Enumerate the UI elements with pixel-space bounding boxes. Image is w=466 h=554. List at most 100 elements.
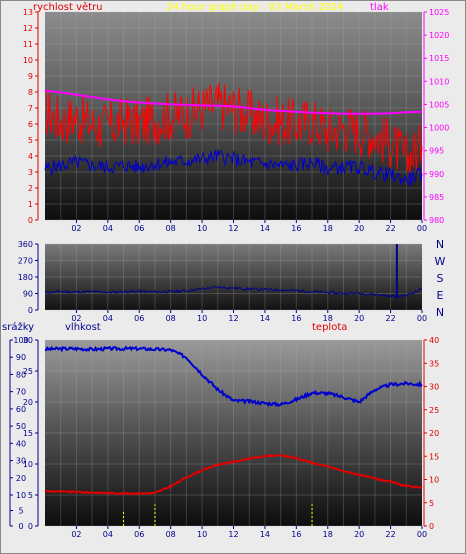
wind-speed-tick-label: 12 xyxy=(23,24,33,33)
wind-speed-axis-title: rychlost větru xyxy=(33,1,103,13)
wind-direction-tick-label: 180 xyxy=(18,273,33,282)
compass-west: W xyxy=(435,255,446,268)
x-tick-label: 20 xyxy=(354,224,364,233)
compass-labels: N W S E N xyxy=(435,238,446,319)
x-tick-label: 16 xyxy=(291,224,301,233)
precipitation-tick-label: 90 xyxy=(16,353,26,362)
wind-direction-tick-label: 270 xyxy=(18,257,33,266)
compass-south: S xyxy=(437,272,444,285)
wind-speed-tick-label: 4 xyxy=(28,152,33,161)
x-tick-label: 10 xyxy=(197,530,207,539)
pressure-series xyxy=(44,89,423,115)
precipitation-tick-label: 80 xyxy=(16,370,26,379)
x-tick-label: 02 xyxy=(71,314,81,323)
temperature-tick-label: 15 xyxy=(429,452,439,461)
wind-speed-tick-label: 7 xyxy=(28,104,33,113)
pressure-tick-label: 1020 xyxy=(429,31,449,40)
humidity-tick-label: 20 xyxy=(23,398,33,407)
x-tick-label: 00 xyxy=(417,224,427,233)
x-tick-label: 00 xyxy=(417,530,427,539)
wind-speed-tick-label: 3 xyxy=(28,168,33,177)
pressure-tick-label: 995 xyxy=(429,147,444,156)
precipitation-tick-label: 60 xyxy=(16,405,26,414)
temp-humidity-plot-area xyxy=(45,340,422,526)
x-tick-label: 06 xyxy=(134,530,144,539)
x-tick-label: 14 xyxy=(260,314,270,323)
humidity-series xyxy=(44,345,423,408)
wind-gust-series xyxy=(44,82,423,182)
x-tick-label: 14 xyxy=(260,224,270,233)
x-tick-label: 02 xyxy=(71,224,81,233)
humidity-tick-label: 15 xyxy=(23,429,33,438)
x-tick-label: 14 xyxy=(260,530,270,539)
wind-speed-tick-label: 8 xyxy=(28,88,33,97)
x-tick-label: 12 xyxy=(228,530,238,539)
x-tick-label: 08 xyxy=(166,224,176,233)
wind-average-series xyxy=(44,149,423,187)
precipitation-tick-label: 20 xyxy=(16,474,26,483)
x-tick-label: 08 xyxy=(166,314,176,323)
compass-north: N xyxy=(436,238,444,251)
wind-speed-tick-label: 5 xyxy=(28,136,33,145)
humidity-tick-label: 0 xyxy=(28,522,33,531)
precipitation-tick-label: 70 xyxy=(16,388,26,397)
temperature-tick-label: 40 xyxy=(429,336,439,345)
wind-speed-tick-label: 0 xyxy=(28,216,33,225)
temperature-tick-label: 25 xyxy=(429,406,439,415)
x-tick-label: 04 xyxy=(103,314,113,323)
precipitation-tick-label: 30 xyxy=(16,457,26,466)
x-tick-label: 20 xyxy=(354,314,364,323)
x-tick-label: 10 xyxy=(197,224,207,233)
temperature-tick-label: 0 xyxy=(429,522,434,531)
wind-pressure-panel: 02 04 06 08 10 12 14 16 18 20 22 000123456789101112… xyxy=(23,8,450,233)
pressure-axis-title: tlak xyxy=(370,2,389,13)
pressure-tick-label: 990 xyxy=(429,170,444,179)
pressure-tick-label: 1025 xyxy=(429,8,449,17)
precipitation-tick-label: 10 xyxy=(16,491,26,500)
pressure-tick-label: 1015 xyxy=(429,54,449,63)
x-tick-label: 12 xyxy=(228,314,238,323)
wind-speed-tick-label: 9 xyxy=(28,72,33,81)
humidity-tick-label: 25 xyxy=(23,367,33,376)
compass-east: E xyxy=(437,289,444,302)
wind-speed-tick-label: 10 xyxy=(23,56,33,65)
precipitation-tick-label: 50 xyxy=(16,422,26,431)
x-tick-label: 16 xyxy=(291,314,301,323)
precipitation-tick-label: 100 xyxy=(13,336,28,345)
wind-direction-series xyxy=(44,285,423,299)
wind-speed-tick-label: 13 xyxy=(23,8,33,17)
x-tick-label: 22 xyxy=(385,314,395,323)
x-tick-label: 10 xyxy=(197,314,207,323)
x-tick-label: 04 xyxy=(103,530,113,539)
temperature-tick-label: 20 xyxy=(429,429,439,438)
precipitation-axis-title: srážky xyxy=(2,321,34,333)
wind-direction-tick-label: 90 xyxy=(23,290,33,299)
pressure-tick-label: 980 xyxy=(429,216,444,225)
temperature-tick-label: 30 xyxy=(429,383,439,392)
precipitation-tick-label: 5 xyxy=(18,507,23,516)
humidity-tick-label: 5 xyxy=(28,491,33,500)
x-tick-label: 02 xyxy=(71,530,81,539)
temperature-tick-label: 35 xyxy=(429,359,439,368)
pressure-tick-label: 1005 xyxy=(429,100,449,109)
x-tick-label: 18 xyxy=(323,224,333,233)
humidity-axis-title: vlhkost xyxy=(65,322,101,333)
wind-speed-tick-label: 11 xyxy=(23,40,33,49)
temperature-tick-label: 5 xyxy=(429,499,434,508)
humidity-tick-label: 10 xyxy=(23,460,33,469)
x-tick-label: 20 xyxy=(354,530,364,539)
wind-direction-plot-area xyxy=(45,244,422,310)
x-tick-label: 06 xyxy=(134,224,144,233)
wind-direction-tick-label: 360 xyxy=(18,240,33,249)
temperature-axis-title: teplota xyxy=(312,322,347,333)
compass-north-2: N xyxy=(436,306,444,319)
x-tick-label: 04 xyxy=(103,224,113,233)
precipitation-tick-label: 40 xyxy=(16,439,26,448)
wind-speed-tick-label: 1 xyxy=(28,200,33,209)
precipitation-tick-label: 0 xyxy=(18,522,23,531)
temp-humidity-panel: 02 04 06 08 10 12 14 16 18 20 22 000510203040506070… xyxy=(9,336,439,539)
pressure-tick-label: 1010 xyxy=(429,77,449,86)
wind-speed-tick-label: 6 xyxy=(28,120,33,129)
chart-title: 24 hour graph day : 03 March 2024 xyxy=(166,2,344,13)
